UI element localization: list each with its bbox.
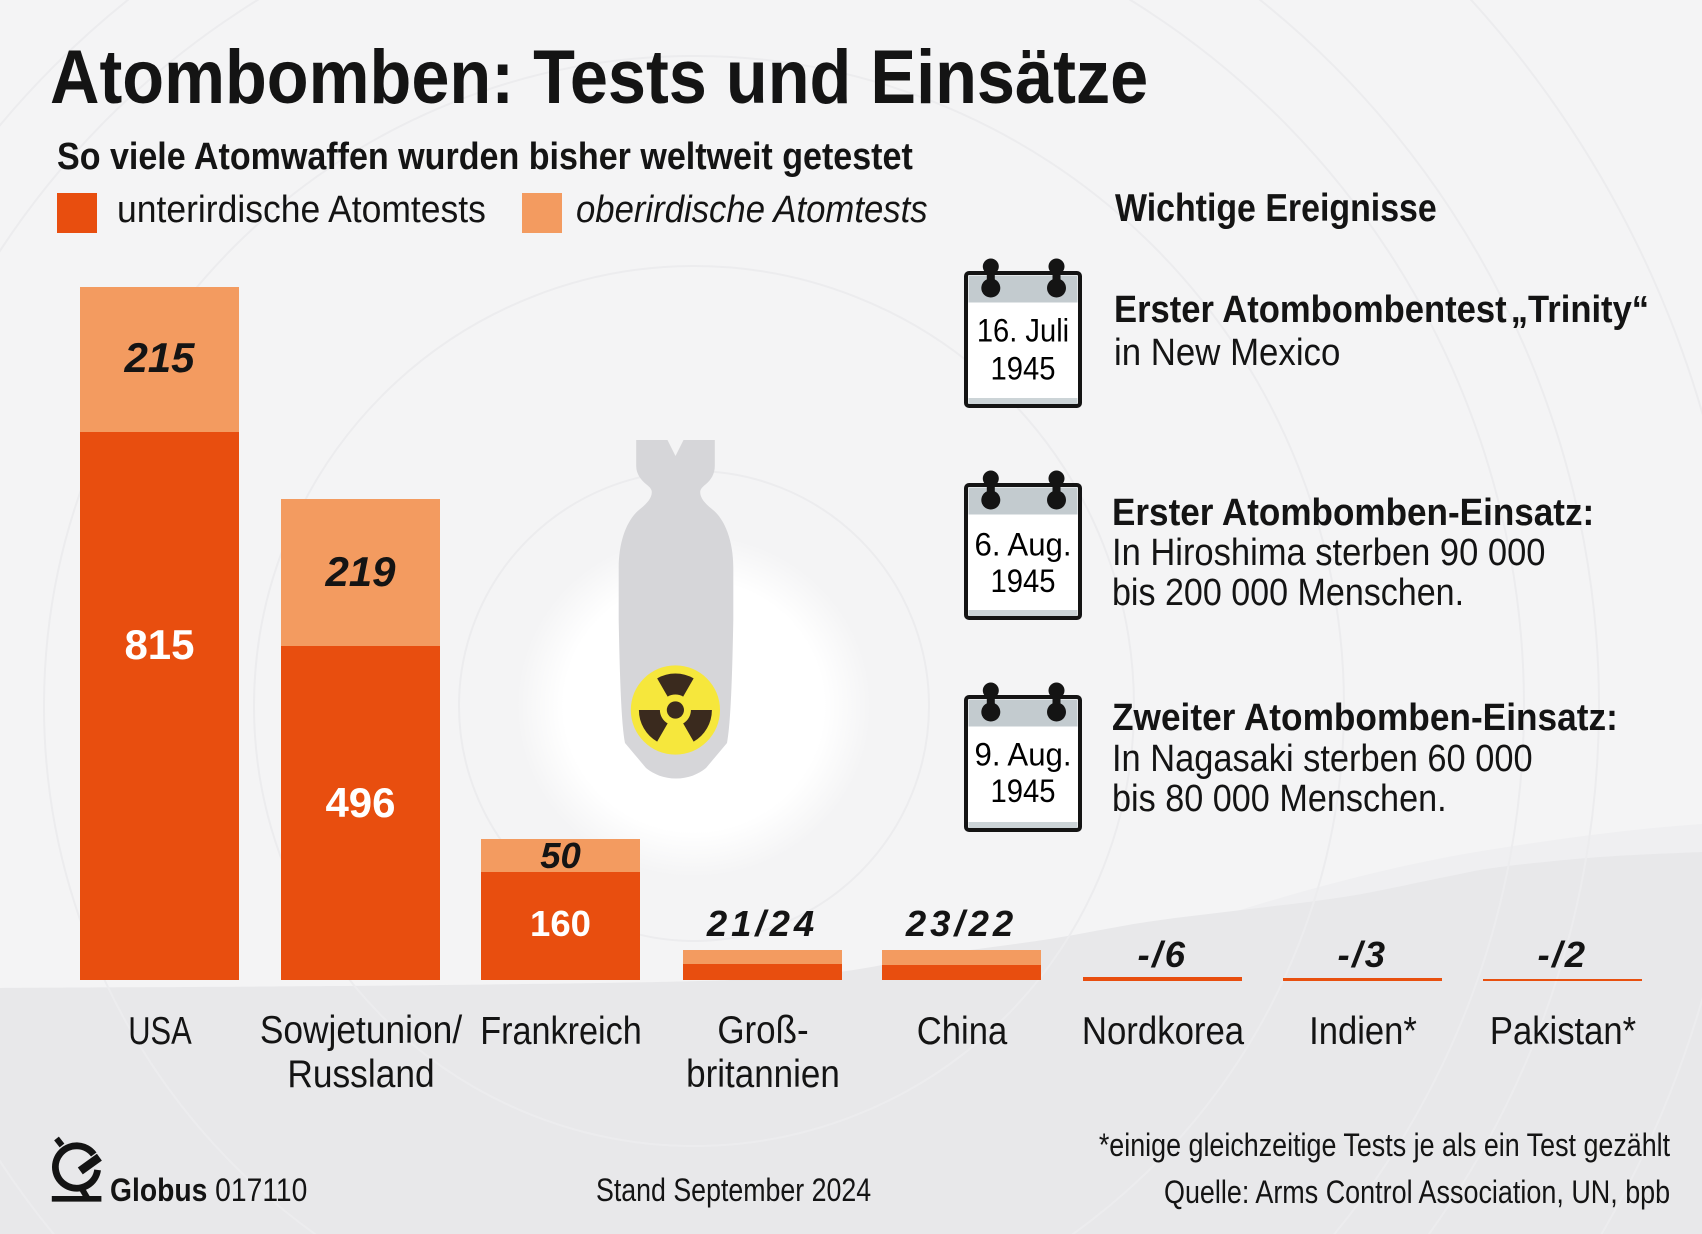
svg-text:1945: 1945 xyxy=(991,773,1056,809)
svg-text:16. Juli: 16. Juli xyxy=(977,313,1069,349)
svg-text:6. Aug.: 6. Aug. xyxy=(975,527,1072,563)
svg-text:9. Aug.: 9. Aug. xyxy=(975,737,1072,773)
svg-text:1945: 1945 xyxy=(991,563,1056,599)
svg-text:1945: 1945 xyxy=(991,351,1056,387)
